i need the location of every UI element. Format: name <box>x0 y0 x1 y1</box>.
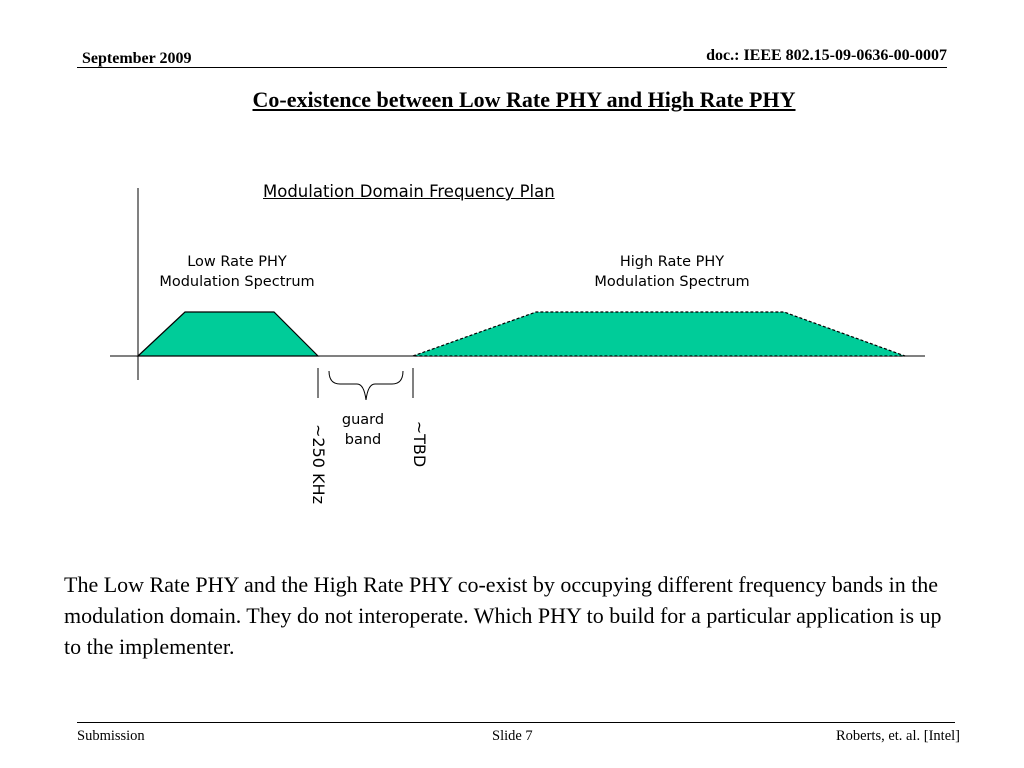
low-offset-label: ~250 KHz <box>309 424 328 504</box>
high-rate-label-line1: High Rate PHY <box>619 254 725 270</box>
low-rate-label: Low Rate PHY Modulation Spectrum <box>137 252 337 292</box>
footer-rule <box>77 722 955 723</box>
high-rate-label: High Rate PHY Modulation Spectrum <box>572 252 772 292</box>
high-rate-spectrum-shape <box>412 311 906 357</box>
diagram-title: Modulation Domain Frequency Plan <box>263 182 555 201</box>
guard-band-label-line2: band <box>344 432 382 448</box>
low-rate-spectrum-shape <box>136 311 320 357</box>
slide-title: Co-existence between Low Rate PHY and Hi… <box>252 87 796 112</box>
guard-width-label: ~TBD <box>410 420 429 468</box>
body-paragraph: The Low Rate PHY and the High Rate PHY c… <box>64 572 942 659</box>
header-doc-id: doc.: IEEE 802.15-09-0636-00-0007 <box>706 47 947 64</box>
guard-band-label: guard band <box>322 410 404 450</box>
low-rate-label-line1: Low Rate PHY <box>187 254 287 270</box>
guard-band-brace <box>328 370 404 401</box>
high-rate-label-line2: Modulation Spectrum <box>594 274 750 290</box>
guard-band-label-line1: guard <box>341 412 385 428</box>
footer-authors: Roberts, et. al. [Intel] <box>835 728 960 744</box>
header-date: September 2009 <box>82 50 192 67</box>
header-rule <box>77 67 947 68</box>
footer-submission: Submission <box>77 728 145 744</box>
low-rate-label-line2: Modulation Spectrum <box>159 274 315 290</box>
footer-slide-number: Slide 7 <box>492 728 533 744</box>
